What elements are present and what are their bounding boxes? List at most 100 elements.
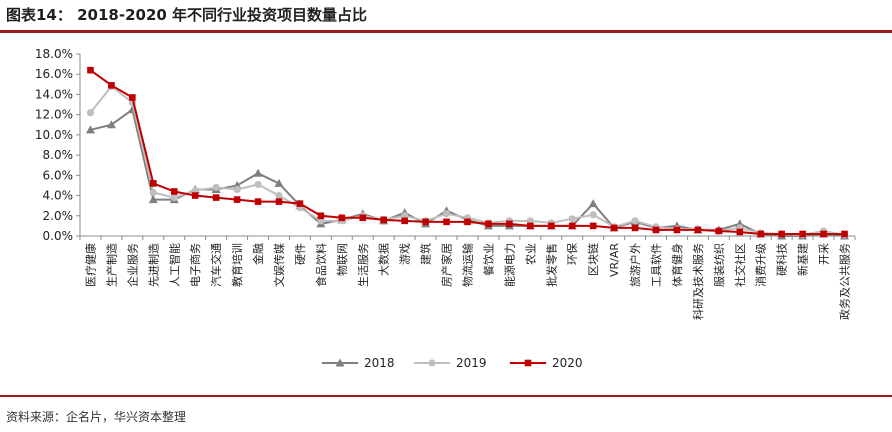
x-tick-label: VR/AR: [608, 243, 621, 277]
x-tick-label: 物流运输: [461, 243, 475, 287]
series-2019: [86, 82, 849, 239]
data-point: [317, 212, 325, 220]
data-point: [568, 222, 576, 230]
data-point: [191, 192, 199, 199]
x-tick-label: 工具软件: [649, 243, 663, 287]
data-point: [149, 188, 157, 197]
y-tick-label: 12.0%: [35, 108, 73, 122]
y-tick-label: 10.0%: [35, 128, 73, 142]
data-point: [547, 222, 555, 230]
x-tick-label: 房产家居: [440, 243, 454, 287]
data-point: [275, 191, 283, 200]
x-tick-label: 服装纺织: [712, 243, 726, 287]
line-chart: 0.0% 2.0% 4.0% 6.0% 8.0% 10.0% 12.0% 14.0% 16.0%…: [35, 47, 856, 370]
x-tick-label: 人工智能: [167, 243, 181, 287]
x-tick-label: 企业服务: [125, 243, 139, 287]
data-point: [422, 218, 429, 226]
y-tick-label: 14.0%: [35, 87, 73, 101]
x-tick-label: 餐饮业: [481, 243, 495, 276]
data-point: [296, 200, 304, 207]
data-point: [275, 198, 283, 205]
data-point: [485, 220, 492, 228]
legend-item-2019: 2019: [414, 356, 487, 370]
data-point: [694, 226, 702, 234]
data-point: [610, 224, 618, 232]
x-tick-label: 消费升级: [754, 243, 768, 287]
data-point: [106, 120, 116, 129]
data-point: [108, 82, 115, 89]
y-axis: 0.0% 2.0% 4.0% 6.0% 8.0% 10.0% 12.0% 14.0% 16.0%…: [35, 47, 81, 243]
y-tick-label: 2.0%: [43, 209, 74, 223]
x-tick-label: 汽车交通: [209, 243, 223, 287]
legend-item-2018: 2018: [322, 356, 395, 370]
x-tick-label: 金融: [251, 243, 265, 265]
x-tick-label: 食品饮料: [314, 243, 328, 287]
data-point: [673, 226, 681, 234]
y-tick-label: 4.0%: [43, 189, 74, 203]
legend: 2018 2019 2020: [322, 356, 583, 370]
data-point: [335, 358, 345, 367]
x-tick-label: 区块链: [586, 243, 600, 276]
data-point: [86, 109, 95, 117]
data-point: [254, 198, 262, 205]
series-2020: [87, 66, 848, 238]
data-point: [589, 222, 597, 230]
data-point: [715, 227, 723, 235]
legend-item-2020: 2020: [510, 356, 583, 370]
y-tick-label: 16.0%: [35, 67, 73, 81]
source-note: 资料来源：企名片，华兴资本整理: [6, 410, 187, 424]
x-tick-label: 先进制造: [146, 243, 160, 287]
x-tick-label: 科研及技术服务: [691, 243, 705, 320]
data-point: [129, 94, 136, 101]
x-tick-label: 大数据: [377, 243, 391, 276]
x-tick-label: 游戏: [399, 243, 412, 265]
data-point: [442, 210, 451, 218]
y-tick-label: 8.0%: [43, 148, 74, 162]
x-tick-label: 生产制造: [104, 243, 118, 287]
legend-label: 2018: [364, 356, 395, 370]
y-tick-label: 0.0%: [43, 229, 74, 243]
x-axis: 医疗健康 生产制造 企业服务 先进制造 人工智能 电子商务 汽车交通 教育培训 金融 文娱传媒 硬件…: [79, 235, 856, 320]
legend-label: 2019: [456, 356, 487, 370]
data-point: [799, 230, 806, 238]
data-point: [212, 194, 220, 201]
x-tick-label: 物联网: [335, 243, 349, 276]
x-tick-label: 新基建: [796, 243, 810, 276]
data-point: [233, 185, 241, 194]
series-lines: [85, 66, 850, 240]
data-point: [778, 230, 785, 238]
data-point: [506, 220, 513, 228]
data-point: [568, 215, 576, 223]
data-point: [464, 218, 471, 226]
x-tick-label: 体育健身: [670, 243, 684, 287]
x-tick-label: 硬件: [294, 243, 307, 265]
data-point: [359, 214, 367, 222]
data-point: [588, 199, 598, 208]
x-tick-label: 环保: [565, 243, 579, 265]
data-point: [274, 178, 284, 187]
data-point: [253, 168, 263, 177]
data-point: [428, 359, 436, 367]
data-point: [652, 226, 660, 234]
data-point: [841, 230, 848, 238]
data-point: [527, 222, 534, 230]
x-tick-label: 政务及公共服务: [838, 243, 852, 320]
chart-title: 图表14： 2018-2020 年不同行业投资项目数量占比: [6, 6, 368, 24]
x-tick-label: 电子商务: [188, 243, 202, 287]
data-point: [87, 66, 94, 74]
data-point: [820, 230, 827, 238]
data-point: [148, 195, 158, 204]
x-tick-label: 旅游户外: [628, 243, 642, 287]
x-tick-label: 建筑: [419, 243, 433, 265]
data-point: [150, 180, 157, 187]
x-tick-label: 能源电力: [502, 243, 516, 287]
data-point: [736, 228, 744, 236]
x-tick-label: 教育培训: [230, 243, 244, 287]
data-point: [170, 193, 178, 202]
x-tick-label: 社交社区: [733, 243, 747, 287]
x-tick-label: 生活服务: [356, 243, 370, 287]
footer-divider: [0, 395, 892, 397]
data-point: [254, 180, 262, 189]
x-tick-label: 硬科技: [775, 243, 789, 276]
x-tick-label: 医疗健康: [83, 243, 97, 287]
